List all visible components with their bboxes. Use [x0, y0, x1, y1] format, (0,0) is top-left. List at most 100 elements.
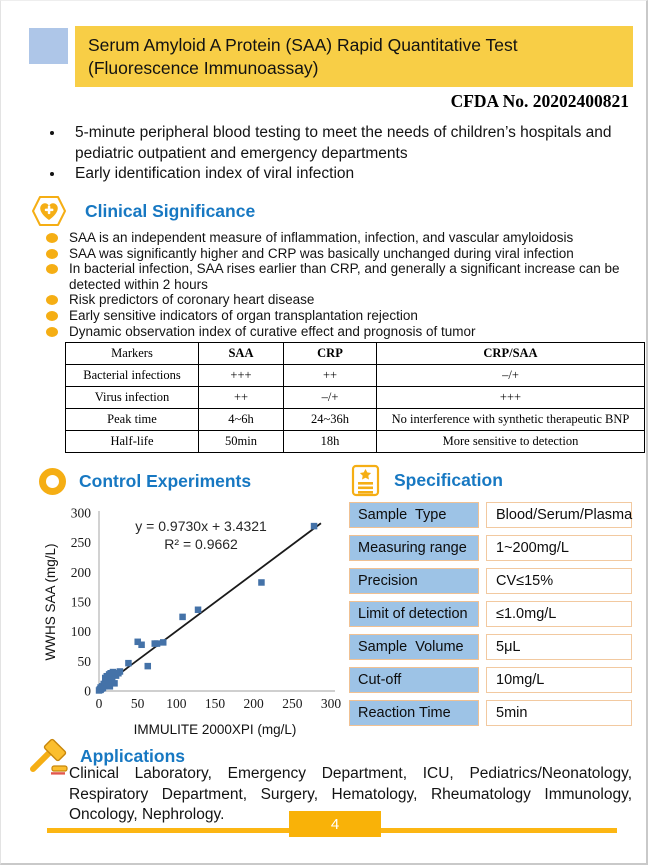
clinical-significance-header: Clinical Significance — [25, 194, 255, 228]
table-cell: No interference with synthetic therapeut… — [376, 408, 645, 431]
intro-bullet-item: Early identification index of viral infe… — [65, 164, 633, 185]
x-tick-label: 50 — [131, 696, 145, 711]
spec-row: Sample Type Blood/Serum/Plasma — [349, 502, 633, 528]
spec-value: ≤1.0mg/L — [486, 601, 632, 627]
table-header-cell: CRP — [283, 342, 377, 365]
table-header-cell: Markers — [65, 342, 199, 365]
clinical-significance-list: SAA is an independent measure of inflamm… — [46, 230, 624, 339]
specification-header: Specification — [349, 462, 503, 499]
x-tick-label: 200 — [244, 696, 265, 711]
table-cell: 4~6h — [198, 408, 284, 431]
clinical-bullet-text: Early sensitive indicators of organ tran… — [69, 307, 418, 323]
page-number: 4 — [289, 811, 381, 837]
spec-row: Reaction Time 5min — [349, 700, 633, 726]
decorative-blue-square — [29, 28, 68, 64]
table-cell: ++ — [198, 386, 284, 409]
table-cell: Virus infection — [65, 386, 199, 409]
data-point — [144, 662, 152, 670]
spec-label: Sample Type — [349, 502, 479, 528]
clinical-bullet-text: SAA was significantly higher and CRP was… — [69, 245, 574, 261]
applications-text: Clinical Laboratory, Emergency Departmen… — [69, 765, 632, 823]
spec-value: CV≤15% — [486, 568, 632, 594]
table-cell: 24~36h — [283, 408, 377, 431]
table-cell: Peak time — [65, 408, 199, 431]
markers-comparison-table: Markers SAA CRP CRP/SAA Bacterial infections… — [65, 342, 645, 453]
clinical-bullet-text: Risk predictors of coronary heart diseas… — [69, 292, 315, 308]
clinical-bullet-item: SAA is an independent measure of inflamm… — [46, 230, 624, 246]
correlation-scatter-chart: 0 50 100 150 200 250 300 0 50 100 150 200 250 300 y = … — [39, 503, 344, 748]
control-experiments-title: Control Experiments — [79, 471, 252, 491]
clinical-significance-title: Clinical Significance — [85, 200, 256, 221]
data-point — [111, 680, 118, 687]
table-header-cell: SAA — [198, 342, 284, 365]
x-tick-label: 150 — [205, 696, 226, 711]
table-cell: –/+ — [376, 364, 645, 387]
data-point — [179, 613, 186, 621]
spec-value: 10mg/L — [486, 667, 632, 693]
table-header-cell: CRP/SAA — [376, 342, 645, 365]
bullet-dot-icon — [46, 264, 58, 275]
spec-label: Precision — [349, 568, 479, 594]
spec-value: 1~200mg/L — [486, 535, 632, 561]
bullet-dot-icon — [46, 248, 58, 259]
table-cell: More sensitive to detection — [376, 430, 645, 453]
y-axis-title: WWHS SAA (mg/L) — [43, 543, 58, 660]
scatter-plot: 0 50 100 150 200 250 300 0 50 100 150 200 250 300 y = … — [43, 506, 342, 738]
data-point — [107, 678, 114, 686]
bullet-dot-icon — [46, 295, 58, 306]
specification-title: Specification — [394, 470, 503, 490]
y-tick-label: 0 — [84, 684, 91, 699]
x-tick-label: 0 — [96, 696, 103, 711]
y-tick-label: 150 — [71, 595, 92, 610]
data-point — [106, 683, 114, 690]
table-header-row: Markers SAA CRP CRP/SAA — [65, 342, 645, 365]
spec-label: Sample Volume — [349, 634, 479, 660]
bullet-dot-icon — [46, 233, 58, 243]
x-axis-title: IMMULITE 2000XPI (mg/L) — [134, 722, 297, 737]
x-tick-label: 250 — [282, 696, 303, 711]
spec-row: Measuring range 1~200mg/L — [349, 535, 633, 561]
spec-value: Blood/Serum/Plasma — [486, 502, 632, 528]
data-point — [159, 639, 167, 646]
cfda-number: CFDA No. 20202400821 — [450, 91, 629, 111]
ring-icon — [39, 468, 66, 495]
clinical-bullet-text: SAA is an independent measure of inflamm… — [69, 230, 574, 245]
clinical-bullet-item: SAA was significantly higher and CRP was… — [46, 246, 624, 262]
regression-equation: y = 0.9730x + 3.4321 — [135, 518, 267, 534]
clinical-bullet-text: In bacterial infection, SAA rises earlie… — [69, 261, 620, 292]
table-cell: –/+ — [283, 386, 377, 409]
x-tick-label: 100 — [166, 696, 187, 711]
data-point — [153, 640, 161, 647]
certificate-icon — [351, 464, 380, 497]
data-point — [125, 659, 132, 667]
bullet-dot-icon — [46, 310, 58, 321]
table-cell: ++ — [283, 364, 377, 387]
data-point — [116, 668, 124, 675]
control-experiments-header: Control Experiments — [39, 468, 251, 495]
spec-label: Limit of detection — [349, 601, 479, 627]
y-tick-label: 300 — [71, 506, 92, 521]
y-tick-label: 250 — [71, 535, 92, 550]
spec-label: Reaction Time — [349, 700, 479, 726]
table-row: Bacterial infections +++ ++ –/+ — [65, 364, 645, 387]
intro-bullet-list: 5-minute peripheral blood testing to mee… — [43, 123, 633, 185]
table-row: Virus infection ++ –/+ +++ — [65, 386, 645, 409]
table-row: Peak time 4~6h 24~36h No interference with … — [65, 408, 645, 431]
clinical-bullet-text: Dynamic observation index of curative ef… — [69, 323, 476, 339]
data-point — [194, 606, 202, 614]
intro-bullet-item: 5-minute peripheral blood testing to mee… — [65, 123, 633, 164]
x-tick-label: 300 — [321, 696, 342, 711]
applications-header: Applications — [25, 736, 185, 776]
spec-row: Precision CV≤15% — [349, 568, 633, 594]
table-cell: +++ — [376, 386, 645, 409]
data-point — [138, 641, 145, 649]
page-title-line2: (Fluorescence Immunoassay) — [88, 57, 319, 78]
gavel-icon — [30, 738, 68, 775]
data-point — [310, 522, 318, 530]
spec-label: Cut-off — [349, 667, 479, 693]
page-title: Serum Amyloid A Protein (SAA) Rapid Quan… — [75, 26, 633, 87]
specification-table: Sample Type Blood/Serum/Plasma Measuring r… — [349, 502, 633, 733]
spec-row: Sample Volume 5μL — [349, 634, 633, 660]
r-squared: R² = 0.9662 — [164, 536, 238, 552]
